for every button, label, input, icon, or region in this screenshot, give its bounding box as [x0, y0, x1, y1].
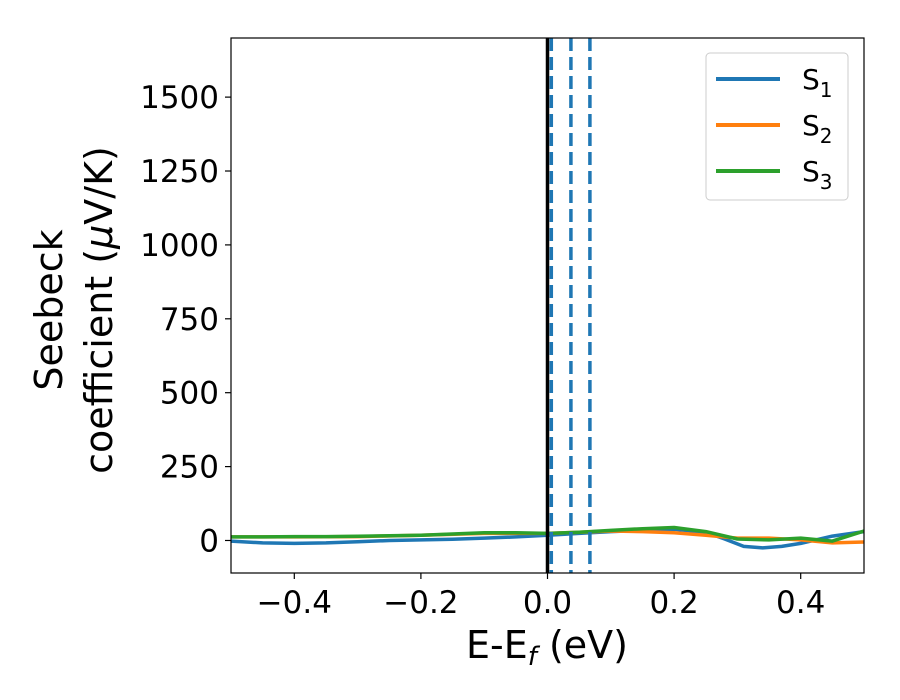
legend-label-1: S1: [802, 63, 833, 102]
x-axis-label: E-Ef (eV): [466, 623, 628, 672]
axis-ticks: −0.4 −0.2 0.0 0.2 0.4 0 250 500 750 1000 1250 1500: [140, 80, 825, 621]
x-tick-label: −0.4: [257, 585, 332, 621]
x-tick-label: 0.0: [523, 585, 572, 621]
plot-marks: [231, 38, 864, 573]
y-axis-label-suffix: V/K): [77, 146, 121, 225]
legend-label-2: S2: [802, 109, 833, 148]
y-tick-label: 750: [160, 302, 219, 338]
legend: S1 S2 S3: [705, 52, 849, 201]
y-axis-label-prefix: coefficient (: [77, 249, 121, 474]
y-tick-label: 1250: [140, 154, 219, 190]
y-tick-label: 0: [199, 523, 219, 559]
y-axis-label-line1: Seebeck: [27, 229, 71, 390]
y-axis-label-mu: μ: [77, 225, 121, 250]
x-axis-label-main: E-E: [466, 623, 528, 667]
legend-label-3: S3: [802, 155, 833, 194]
x-tick-label: 0.2: [649, 585, 698, 621]
y-axis-label-group: Seebeck coefficient (μV/K): [27, 146, 121, 474]
y-tick-label: 1500: [140, 80, 219, 116]
x-tick-label: 0.4: [776, 585, 825, 621]
y-axis-label-line2: coefficient (μV/K): [77, 146, 121, 474]
y-tick-label: 500: [160, 376, 219, 412]
y-tick-label: 1000: [140, 228, 219, 264]
y-tick-label: 250: [160, 450, 219, 486]
x-tick-label: −0.2: [383, 585, 458, 621]
x-axis-label-unit: (eV): [537, 623, 628, 667]
